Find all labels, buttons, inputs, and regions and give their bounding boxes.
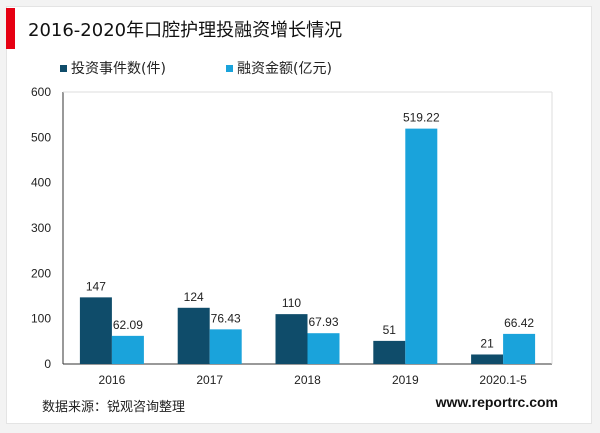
legend-item-amount: 融资金额(亿元) [226, 58, 332, 78]
data-label: 66.42 [504, 316, 534, 330]
y-tick-label: 200 [31, 266, 51, 280]
x-tick-label: 2016 [99, 373, 126, 387]
accent-bar [6, 8, 15, 49]
x-tick-label: 2018 [294, 373, 321, 387]
website-link[interactable]: www.reportrc.com [435, 394, 558, 410]
data-source: 数据来源：锐观咨询整理 [42, 400, 186, 415]
data-label: 62.09 [113, 318, 143, 332]
y-tick-label: 300 [31, 221, 51, 235]
data-label: 124 [184, 290, 204, 304]
chart-title: 2016-2020年口腔护理投融资增长情况 [28, 20, 343, 41]
bar-events [471, 354, 504, 364]
data-label: 76.43 [211, 311, 241, 325]
bar-amount [503, 333, 536, 364]
legend-swatch-icon [226, 64, 233, 72]
x-tick-label: 2020.1-5 [479, 373, 527, 387]
bar-amount [405, 128, 438, 364]
data-label: 147 [86, 279, 106, 293]
bar-events [177, 307, 210, 364]
x-tick-label: 2019 [392, 373, 419, 387]
bar-events [373, 340, 406, 364]
bar-events [275, 314, 308, 364]
bar-amount [209, 329, 242, 364]
bar-events [79, 297, 112, 364]
y-tick-label: 500 [31, 130, 51, 144]
y-tick-label: 600 [31, 85, 51, 99]
legend-label: 投资事件数(件) [71, 61, 166, 77]
legend-swatch-icon [60, 64, 67, 72]
legend-label: 融资金额(亿元) [237, 61, 332, 77]
y-tick-label: 0 [44, 357, 51, 371]
data-label: 51 [383, 323, 397, 337]
data-label: 67.93 [308, 315, 338, 329]
bar-amount [111, 335, 144, 364]
y-tick-label: 400 [31, 176, 51, 190]
y-tick-label: 100 [31, 312, 51, 326]
data-label: 110 [282, 296, 301, 310]
data-label: 21 [480, 336, 494, 350]
x-tick-label: 2017 [196, 373, 223, 387]
bar-amount [307, 333, 340, 364]
legend-item-events: 投资事件数(件) [60, 58, 166, 78]
data-label: 519.22 [403, 111, 440, 125]
